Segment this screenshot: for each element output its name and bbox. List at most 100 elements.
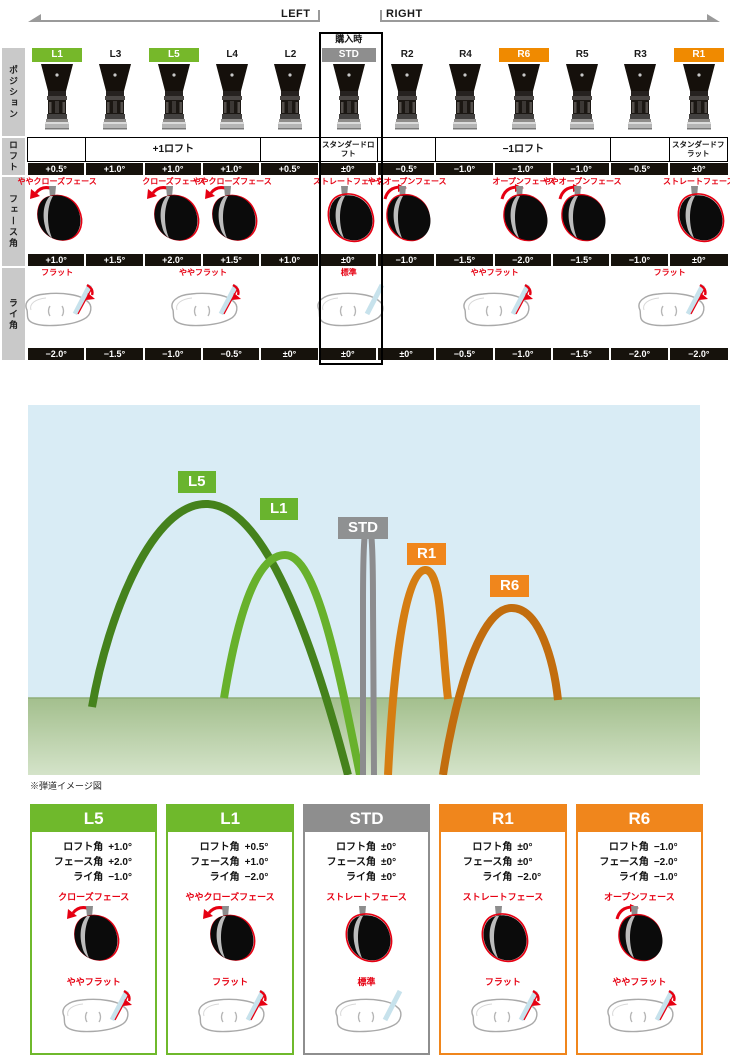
driver-top-icon <box>471 989 541 1033</box>
lie-angle-caption: フラット <box>41 268 74 277</box>
spec-name: ライ角 <box>73 872 104 883</box>
shaft-sleeve-image <box>261 63 319 137</box>
face-angle-illustration: オープンフェース <box>492 176 555 253</box>
face-angle-caption: ストレートフェース <box>312 177 385 186</box>
shaft-sleeve-icon <box>41 64 74 130</box>
driver-face-icon <box>345 906 392 963</box>
card-title: R6 <box>577 806 702 832</box>
lie-angle-caption: ややフラット <box>612 977 667 987</box>
lie-angle-caption: 標準 <box>340 268 357 277</box>
face-angle-value: ±0° <box>319 254 376 266</box>
spec-value: −1.0° <box>653 872 678 883</box>
driver-top-icon <box>462 283 533 327</box>
position-label-l2: L2 <box>284 49 297 60</box>
driver-face-icon <box>30 186 83 241</box>
left-direction-label: LEFT <box>281 8 311 20</box>
spec-value: −2.0° <box>517 872 542 883</box>
loft-value: ±0° <box>319 163 376 175</box>
driver-face-icon <box>327 186 375 243</box>
face-angle-caption: ややクローズフェース <box>192 177 272 186</box>
face-angle-value: +1.5° <box>86 254 143 266</box>
face-angle-caption: ややオープンフェース <box>367 177 447 186</box>
face-angle-value: +1.0° <box>28 254 85 266</box>
right-arrow-line <box>382 20 708 22</box>
trajectory-badge-l1: L1 <box>260 498 298 520</box>
lie-angle-caption: フラット <box>484 977 521 987</box>
spec-name: ロフト角 <box>63 842 104 853</box>
trajectory-note: ※弾道イメージ図 <box>30 781 102 791</box>
loft-value: +0.5° <box>28 163 85 175</box>
lie-angle-value: −0.5° <box>436 348 493 360</box>
face-angle-caption: ストレートフェース <box>462 892 544 902</box>
position-label-l3: L3 <box>109 49 122 60</box>
lie-angle-caption: ややフラット <box>66 977 121 987</box>
shaft-sleeve-image <box>86 63 144 137</box>
loft-value: +1.0° <box>144 163 201 175</box>
trajectory-arc-r6 <box>439 603 562 775</box>
position-label-r5: R5 <box>575 49 589 60</box>
position-label-r6: R6 <box>498 48 549 62</box>
shaft-sleeve-image <box>611 63 669 137</box>
direction-arrows: LEFT RIGHT <box>2 6 728 32</box>
position-label-l4: L4 <box>226 49 238 60</box>
driver-top-icon <box>25 283 96 327</box>
loft-value: −0.5° <box>377 163 435 175</box>
spec-value: −1.0° <box>653 842 678 853</box>
face-angle-caption: ややクローズフェース <box>185 892 275 902</box>
driver-top-icon <box>317 283 385 327</box>
loft-header-plus1: +1ロフト <box>85 137 262 162</box>
driver-face-image <box>339 906 395 970</box>
spec-value: ±0° <box>381 857 397 868</box>
face-angle-value: +1.0° <box>261 254 318 266</box>
trajectory-arc-l1 <box>220 550 364 775</box>
loft-value: −1.0° <box>494 163 551 175</box>
right-arrowhead-icon <box>707 14 720 22</box>
loft-header-standard: スタンダードロフト <box>318 137 378 162</box>
spec-value: +0.5° <box>244 842 269 853</box>
driver-face-icon <box>383 184 431 242</box>
loft-value: +0.5° <box>261 163 318 175</box>
driver-face-icon <box>677 186 725 243</box>
lie-angle-caption: フラット <box>653 268 686 277</box>
setting-card-r6: R6 ロフト角 −1.0° フェース角 −2.0° ライ角 −1.0° オープンフェー… <box>575 804 704 1055</box>
spec-name: ライ角 <box>209 872 240 883</box>
shaft-sleeve-image <box>28 63 86 137</box>
spec-name: ライ角 <box>346 872 377 883</box>
setting-cards: L5 ロフト角 +1.0° フェース角 +2.0° ライ角 −1.0° クローズフェー… <box>30 804 704 1055</box>
shaft-sleeve-icon <box>507 64 540 130</box>
row-label-face-angle: フェース角 <box>2 177 25 266</box>
driver-top-image <box>601 988 678 1047</box>
loft-value: −1.0° <box>552 163 610 175</box>
position-label-r4: R4 <box>459 49 472 60</box>
loft-value: +1.0° <box>86 163 143 175</box>
spec-value: ±0° <box>517 857 533 868</box>
position-label-l1: L1 <box>32 48 83 62</box>
face-angle-value: +1.5° <box>202 254 260 266</box>
shaft-sleeve-image <box>553 63 611 137</box>
spec-name: ロフト角 <box>199 842 240 853</box>
loft-value: +1.0° <box>202 163 260 175</box>
trajectory-arc-l5 <box>88 499 352 775</box>
driver-top-image <box>465 988 541 1047</box>
trajectory-badge-std: STD <box>338 517 388 539</box>
shaft-sleeve-icon <box>274 64 307 130</box>
spec-value: −2.0° <box>653 857 678 868</box>
face-angle-illustration: ややクローズフェース <box>193 176 272 253</box>
driver-top-image <box>192 988 269 1047</box>
spec-value: +1.0° <box>108 842 132 853</box>
driver-face-icon <box>558 184 606 242</box>
driver-face-image <box>66 906 122 970</box>
driver-top-icon <box>171 283 241 327</box>
card-title: R1 <box>441 806 565 832</box>
face-angle-value: −1.5° <box>436 254 493 266</box>
lie-angle-value: −1.0° <box>144 348 201 360</box>
face-angle-value: −1.0° <box>611 254 668 266</box>
purchase-time-label: 購入時 <box>335 34 363 44</box>
driver-top-image <box>56 988 132 1047</box>
lie-angle-value: ±0° <box>377 348 435 360</box>
right-arrow-endbar <box>380 10 382 22</box>
loft-header-empty <box>376 137 437 162</box>
face-angle-value: −1.5° <box>552 254 610 266</box>
setting-card-l5: L5 ロフト角 +1.0° フェース角 +2.0° ライ角 −1.0° クローズフェー… <box>30 804 158 1055</box>
loft-header-empty <box>610 137 670 162</box>
